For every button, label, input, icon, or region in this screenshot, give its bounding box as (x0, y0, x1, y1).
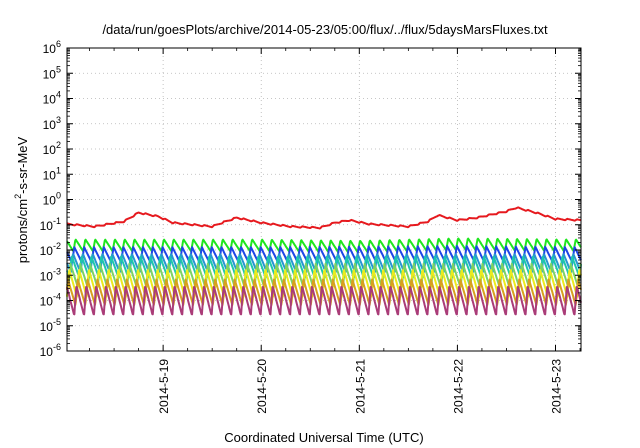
y-tick-label: 10-4 (40, 292, 61, 309)
y-tick-label: 10-2 (40, 241, 61, 258)
x-tick-label: 2014-5-22 (451, 359, 465, 414)
x-tick-label: 2014-5-19 (157, 359, 171, 414)
y-tick-label: 101 (43, 165, 61, 182)
series-line-4 (66, 253, 582, 273)
y-tick-label: 104 (43, 90, 61, 107)
series-line-3 (66, 245, 582, 264)
y-tick-label: 10-5 (40, 317, 61, 334)
y-axis-label: protons/cm2-s-sr-MeV (13, 136, 30, 263)
y-tick-label: 10-1 (40, 216, 61, 233)
y-tick-label: 100 (43, 191, 61, 208)
y-tick-label: 102 (43, 140, 61, 157)
x-axis-label: Coordinated Universal Time (UTC) (224, 430, 423, 445)
y-tick-label: 105 (43, 64, 61, 81)
series-line-8 (66, 278, 582, 306)
y-axis-label-exponent: 2 (13, 194, 23, 199)
x-tick-label: 2014-5-20 (255, 359, 269, 414)
x-tick-label: 2014-5-21 (353, 359, 367, 414)
y-axis-label-rest: -s-sr-MeV (15, 136, 30, 193)
series-line-7 (66, 269, 582, 298)
chart-title: /data/run/goesPlots/archive/2014-05-23/0… (102, 22, 548, 37)
y-tick-label: 106 (43, 39, 61, 56)
plot-area (66, 206, 582, 316)
y-tick-label: 10-6 (40, 342, 61, 359)
x-tick-label: 2014-5-23 (549, 359, 563, 414)
series-line-9 (66, 286, 582, 316)
y-tick-label: 103 (43, 115, 61, 132)
axis-ticks: 10-6 10-5 10-4 10-3 10-2 10-1 100 101 102 103 104 1… (40, 39, 581, 414)
series-line-1 (66, 206, 582, 230)
y-tick-label: 10-3 (40, 266, 61, 283)
y-axis-label-unit: protons/cm (15, 199, 30, 263)
